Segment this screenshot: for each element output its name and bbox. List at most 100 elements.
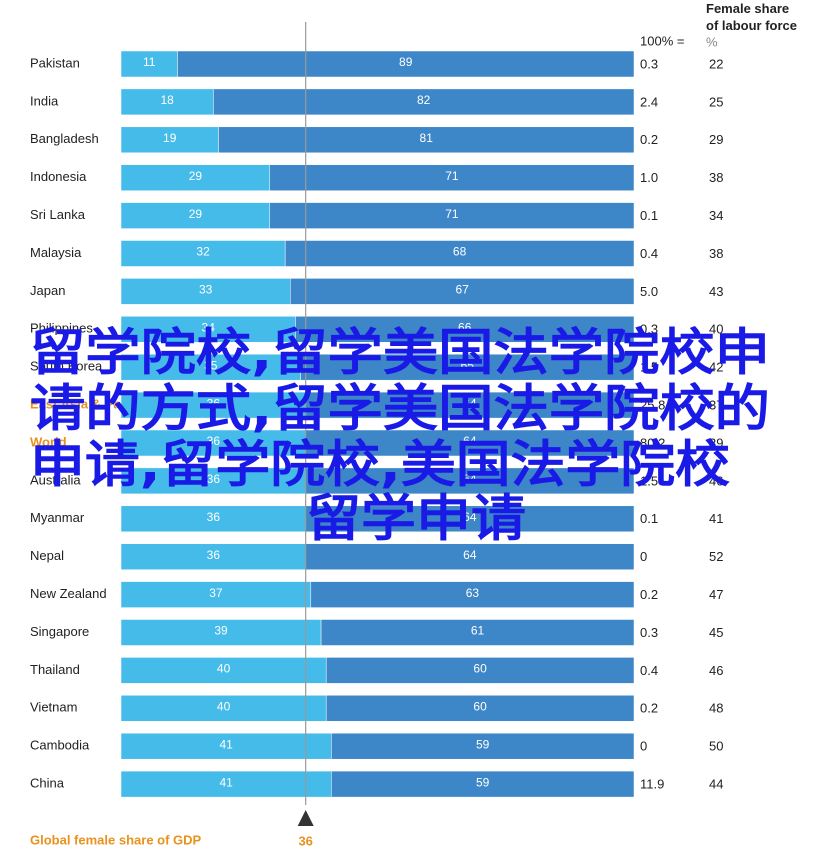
- column-value: 34: [709, 208, 723, 223]
- data-label: 18: [160, 93, 174, 107]
- data-label: 64: [463, 434, 477, 448]
- column-value: 22: [709, 56, 723, 71]
- data-label: 71: [445, 169, 459, 183]
- bar-segment: [120, 505, 306, 533]
- category-label: Vietnam: [30, 700, 77, 715]
- category-label: Japan: [30, 283, 65, 298]
- data-label: 64: [463, 510, 477, 524]
- column-value: 80.2: [640, 435, 665, 450]
- bar-segment: [295, 316, 635, 343]
- data-label: 71: [445, 207, 459, 221]
- bar-segment: [269, 164, 635, 191]
- overlay-text: 留学申请: [306, 490, 526, 548]
- category-label: Bangladesh: [30, 131, 99, 146]
- column-value: 39: [709, 435, 723, 450]
- bar-segment: [120, 732, 332, 760]
- column-value: 0.3: [640, 322, 658, 337]
- bar-segment: [305, 505, 635, 533]
- bar-segment: [331, 732, 635, 760]
- column-value: 38: [709, 170, 723, 185]
- bar-segment: [120, 316, 296, 343]
- overlay-text: 申请,留学院校,美国法学院校: [30, 436, 730, 494]
- bar-segment: [305, 543, 635, 570]
- data-label: 41: [219, 737, 233, 751]
- data-label: 40: [217, 662, 231, 676]
- category-label: Australia: [30, 472, 81, 487]
- data-label: 81: [420, 131, 434, 145]
- column-value: 42: [709, 360, 723, 375]
- bar-segment: [284, 240, 635, 267]
- data-label: 36: [207, 472, 221, 486]
- bar-segment: [120, 164, 271, 191]
- bar-segment: [290, 278, 635, 305]
- data-label: 34: [202, 320, 216, 334]
- category-label: India: [30, 93, 59, 108]
- column-header: Female share of labour force: [706, 1, 797, 33]
- header-line: of labour force: [706, 18, 797, 33]
- overlay-text: 留学院校,留学美国法学院校申: [30, 324, 770, 382]
- column-value: 0.1: [640, 208, 658, 223]
- data-label: 64: [463, 396, 477, 410]
- data-label: 39: [214, 624, 228, 638]
- category-label: New Zealand: [30, 586, 107, 601]
- category-label: Malaysia: [30, 245, 82, 260]
- bar-segment: [120, 543, 306, 570]
- bar-segment: [305, 467, 635, 495]
- data-label: 36: [207, 434, 221, 448]
- bar-segment: [310, 581, 635, 608]
- data-label: 29: [189, 207, 203, 221]
- bar-segment: [120, 657, 327, 684]
- data-label: 40: [217, 699, 231, 713]
- bar-segment: [269, 202, 635, 229]
- data-label: 36: [207, 510, 221, 524]
- column-value: 0: [640, 739, 647, 754]
- bar-segment: [120, 353, 301, 381]
- bar-segment: [331, 770, 635, 798]
- data-label: 41: [219, 775, 233, 789]
- column-value: 0.2: [640, 587, 658, 602]
- column-value: 46: [709, 663, 723, 678]
- column-value: 0: [640, 549, 647, 564]
- data-label: 37: [209, 586, 223, 600]
- category-label: Philippines: [30, 321, 93, 336]
- category-label: Singapore: [30, 624, 89, 639]
- data-label: 60: [473, 699, 487, 713]
- data-label: 60: [473, 662, 487, 676]
- bar-segment: [218, 126, 635, 154]
- column-value: 0.2: [640, 132, 658, 147]
- data-label: 32: [196, 245, 210, 259]
- bar-segment: [120, 50, 178, 78]
- data-label: 59: [476, 737, 490, 751]
- column-unit: %: [706, 34, 718, 49]
- column-value: 37: [709, 398, 723, 413]
- data-label: 11: [143, 55, 156, 69]
- data-label: 19: [163, 131, 177, 145]
- bar-segment: [120, 581, 312, 608]
- category-label: East Asia & Pacific: [30, 397, 147, 412]
- data-label: 61: [471, 624, 485, 638]
- column-value: 50: [709, 739, 723, 754]
- category-label: Myanmar: [30, 510, 85, 525]
- column-value: 29: [709, 132, 723, 147]
- data-label: 33: [199, 283, 213, 297]
- column-value: 0.4: [640, 246, 658, 261]
- data-label: 64: [463, 548, 477, 562]
- column-value: 38: [709, 246, 723, 261]
- bar-segment: [120, 429, 306, 457]
- bar-segment: [120, 391, 306, 419]
- column-value: 1.0: [640, 170, 658, 185]
- column-value: 0.1: [640, 511, 658, 526]
- column-value: 0.2: [640, 701, 658, 716]
- category-label: Pakistan: [30, 55, 80, 70]
- column-value: 5.0: [640, 284, 658, 299]
- column-value: 45: [709, 625, 723, 640]
- bar-segment: [120, 770, 332, 798]
- category-label: Thailand: [30, 662, 80, 677]
- bar-segment: [120, 202, 271, 229]
- column-value: 25.8: [640, 398, 665, 413]
- bar-segment: [325, 695, 635, 722]
- column-value: 0.3: [640, 625, 658, 640]
- column-value: 40: [709, 322, 723, 337]
- category-label: South Korea: [30, 359, 103, 374]
